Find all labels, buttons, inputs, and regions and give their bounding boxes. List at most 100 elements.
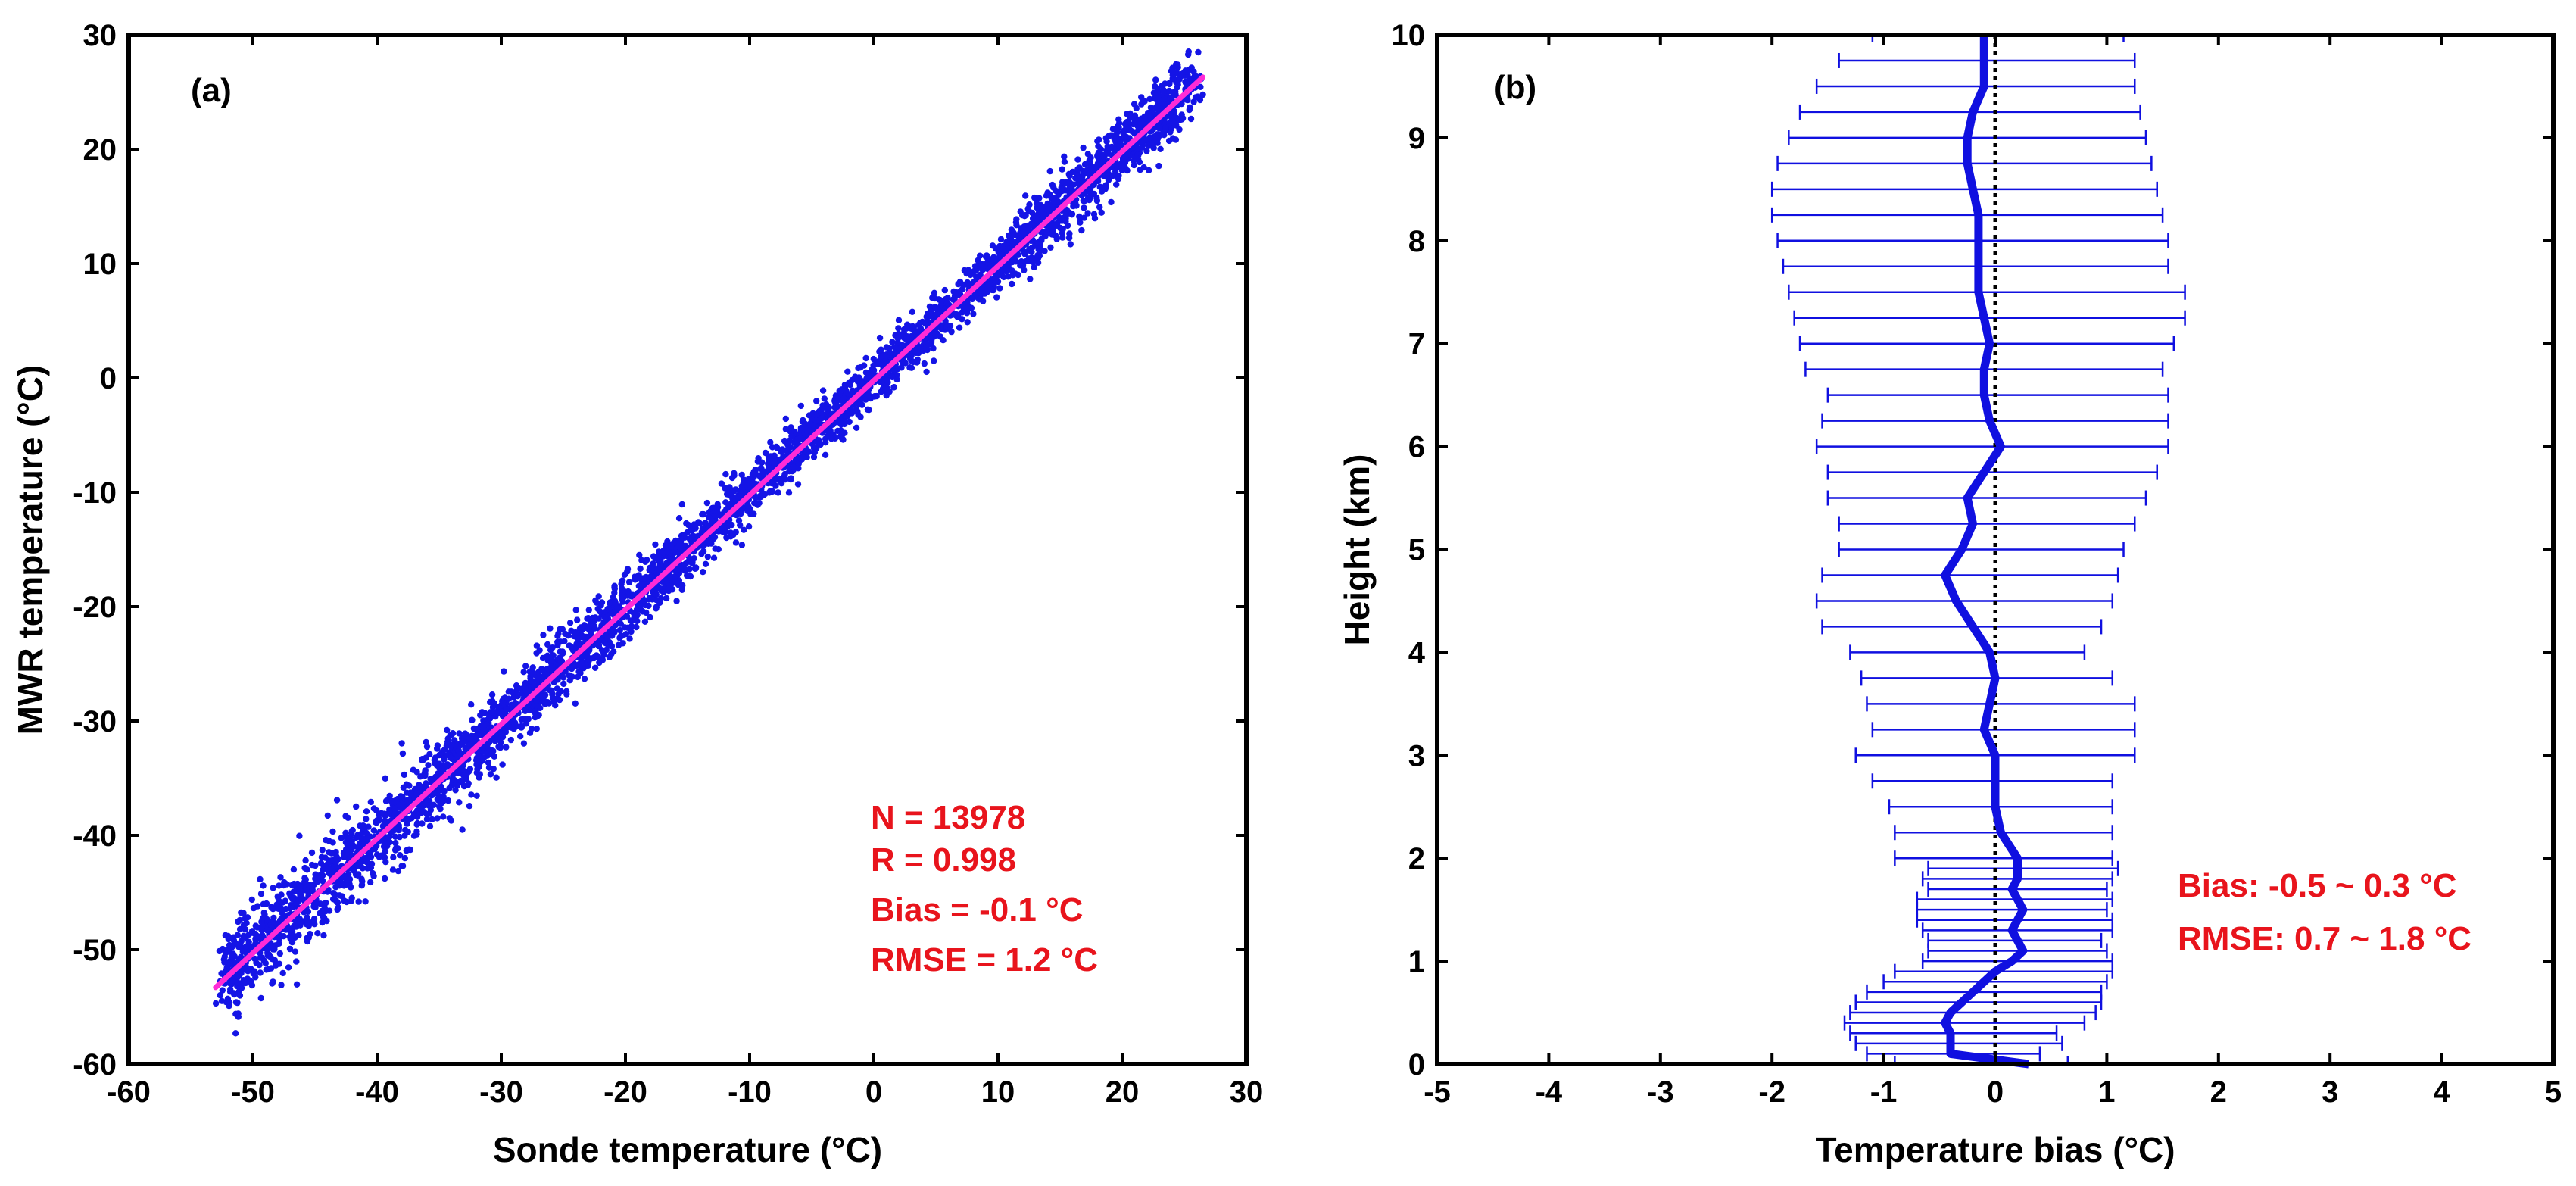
scatter-point xyxy=(953,292,959,298)
scatter-point xyxy=(593,652,600,659)
scatter-point xyxy=(455,747,462,754)
scatter-point xyxy=(618,580,625,588)
scatter-point xyxy=(317,910,323,917)
scatter-point xyxy=(1087,163,1095,170)
scatter-point xyxy=(1143,148,1150,154)
scatter-point xyxy=(441,756,448,763)
scatter-point xyxy=(245,968,251,975)
scatter-point xyxy=(964,304,971,311)
scatter-point xyxy=(1184,68,1190,75)
scatter-point xyxy=(989,242,996,249)
scatter-point xyxy=(391,810,398,818)
scatter-point xyxy=(550,698,557,705)
scatter-point xyxy=(1044,189,1051,196)
scatter-point xyxy=(627,617,635,624)
scatter-point xyxy=(419,820,426,827)
scatter-point xyxy=(1046,167,1054,175)
scatter-point xyxy=(1021,250,1028,257)
scatter-point xyxy=(260,910,267,916)
scatter-point xyxy=(305,934,312,941)
scatter-point xyxy=(787,428,794,435)
scatter-point xyxy=(508,688,515,695)
panel-label-a: (a) xyxy=(191,72,232,109)
scatter-point xyxy=(245,938,252,946)
scatter-point xyxy=(314,930,321,937)
scatter-point xyxy=(216,947,223,955)
scatter-point xyxy=(831,398,839,406)
scatter-point xyxy=(348,838,355,845)
scatter-point xyxy=(313,900,321,907)
scatter-point xyxy=(401,832,408,839)
scatter-point xyxy=(1091,215,1099,222)
scatter-point xyxy=(1173,69,1180,76)
scatter-point xyxy=(1166,80,1173,88)
scatter-point xyxy=(460,782,468,790)
scatter-point xyxy=(528,726,535,732)
scatter-point xyxy=(620,594,627,601)
scatter-point xyxy=(559,648,566,655)
scatter-point xyxy=(666,582,673,589)
scatter-point xyxy=(923,344,930,351)
scatter-point xyxy=(909,323,916,330)
scatter-point xyxy=(390,854,397,861)
scatter-point xyxy=(497,731,505,738)
x-tick-label: -50 xyxy=(231,1075,275,1109)
scatter-point xyxy=(857,364,864,371)
scatter-point xyxy=(937,333,944,340)
scatter-point xyxy=(290,932,297,939)
scatter-point xyxy=(649,566,656,573)
scatter-point xyxy=(1152,76,1159,83)
scatter-point xyxy=(997,236,1005,243)
scatter-point xyxy=(896,347,903,354)
scatter-points xyxy=(212,48,1206,1037)
scatter-point xyxy=(1153,105,1160,112)
scatter-point xyxy=(1068,211,1075,218)
scatter-point xyxy=(656,553,663,560)
scatter-point xyxy=(423,743,431,751)
scatter-point xyxy=(1078,226,1085,234)
scatter-point xyxy=(1027,276,1034,282)
scatter-point xyxy=(301,875,308,882)
scatter-point xyxy=(226,1002,232,1010)
scatter-point xyxy=(770,478,777,485)
scatter-point xyxy=(410,810,418,818)
scatter-point xyxy=(326,865,332,872)
scatter-point xyxy=(1063,211,1070,218)
scatter-point xyxy=(271,957,279,964)
scatter-point xyxy=(1123,123,1130,130)
scatter-point xyxy=(1146,95,1153,103)
scatter-point xyxy=(931,289,938,296)
scatter-point xyxy=(767,488,774,495)
scatter-point xyxy=(597,608,603,615)
scatter-point xyxy=(1095,142,1102,150)
fit-line xyxy=(213,74,1206,991)
scatter-point xyxy=(224,995,232,1003)
scatter-point xyxy=(1183,96,1190,103)
scatter-point xyxy=(489,698,496,705)
scatter-point xyxy=(1010,229,1017,236)
scatter-point xyxy=(819,414,826,422)
scatter-point xyxy=(1024,257,1032,264)
scatter-point xyxy=(579,653,586,660)
scatter-point xyxy=(1187,104,1193,111)
scatter-point xyxy=(449,730,457,737)
scatter-point xyxy=(724,491,731,498)
y-tick-label: 8 xyxy=(1408,225,1425,258)
scatter-point xyxy=(601,639,608,646)
scatter-point xyxy=(302,857,309,864)
scatter-point xyxy=(333,797,341,804)
scatter-point xyxy=(547,687,555,694)
scatter-point xyxy=(822,451,829,458)
scatter-point xyxy=(844,413,851,420)
scatter-point xyxy=(810,423,818,429)
scatter-point xyxy=(429,816,435,823)
scatter-point xyxy=(386,792,393,800)
scatter-point xyxy=(597,602,604,609)
scatter-point xyxy=(320,866,326,873)
scatter-point xyxy=(237,953,245,960)
scatter-point xyxy=(1108,198,1115,206)
scatter-point xyxy=(276,940,282,947)
scatter-point xyxy=(996,271,1003,279)
scatter-point xyxy=(432,754,439,761)
scatter-point xyxy=(1033,200,1040,207)
